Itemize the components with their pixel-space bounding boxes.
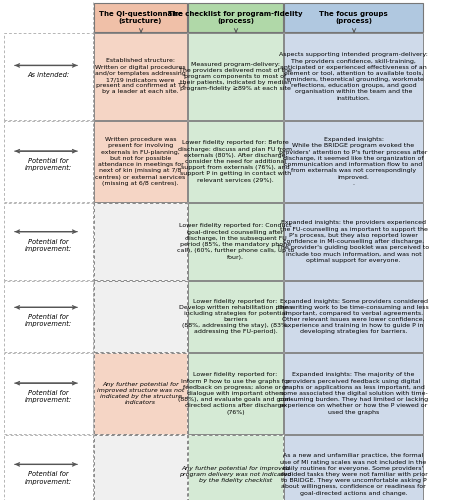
Bar — [188, 353, 283, 434]
Text: Potential for
improvement:: Potential for improvement: — [25, 390, 72, 404]
Bar — [4, 353, 93, 434]
Bar — [188, 435, 283, 500]
Text: Lower fidelity reported for: Before
discharge: discuss and plan FU from
external: Lower fidelity reported for: Before disc… — [179, 140, 293, 182]
Bar — [188, 281, 283, 352]
Bar — [94, 121, 187, 202]
Text: Lower fidelity reported for:
Develop written rehabilitation plans
including stra: Lower fidelity reported for: Develop wri… — [179, 298, 292, 334]
Text: Lower fidelity reported for:
Inform P how to use the graphs for
feedback on prog: Lower fidelity reported for: Inform P ho… — [179, 372, 293, 414]
Text: Measured program-delivery:
The providers delivered most of the
program component: Measured program-delivery: The providers… — [179, 62, 292, 92]
Text: Expanded insights: The majority of the
providers perceived feedback using digita: Expanded insights: The majority of the p… — [279, 372, 428, 414]
Bar — [284, 121, 423, 202]
Bar — [188, 121, 283, 202]
Text: Any further potential for improved
program delivery was not indicated
by the fid: Any further potential for improved progr… — [179, 466, 292, 483]
Bar — [94, 203, 187, 280]
Text: The QI-questionnaire
(structure): The QI-questionnaire (structure) — [99, 10, 183, 24]
Bar — [94, 281, 187, 352]
Bar — [284, 435, 423, 500]
Text: Aspects supporting intended program-delivery:
The providers confidence, skill-tr: Aspects supporting intended program-deli… — [279, 52, 428, 100]
Bar — [4, 33, 93, 120]
Text: Expanded insights:
While the BRIDGE program evoked the
providers' attention to P: Expanded insights: While the BRIDGE prog… — [279, 138, 428, 186]
Bar — [188, 3, 283, 32]
Bar — [188, 203, 283, 280]
Bar — [284, 281, 423, 352]
Text: Potential for
improvement:: Potential for improvement: — [25, 158, 72, 172]
Text: Written procedure was
present for involving
externals in FU-planning,
but not fo: Written procedure was present for involv… — [96, 138, 186, 186]
Text: Expanded insights: the providers experienced
the FU-counselling as important to : Expanded insights: the providers experie… — [277, 220, 430, 262]
Text: Potential for
improvement:: Potential for improvement: — [25, 472, 72, 484]
Text: Expanded insights: Some providers considered
the writing work to be time-consumi: Expanded insights: Some providers consid… — [278, 298, 429, 334]
Text: Potential for
improvement:: Potential for improvement: — [25, 238, 72, 252]
Bar — [284, 33, 423, 120]
Bar — [94, 3, 187, 32]
Bar — [94, 353, 187, 434]
Text: Any further potential for
improved structure was not
indicated by the structure
: Any further potential for improved struc… — [97, 382, 184, 406]
Bar — [4, 281, 93, 352]
Text: The focus groups
(process): The focus groups (process) — [319, 10, 388, 24]
Text: The checklist for program-fidelity
(process): The checklist for program-fidelity (proc… — [168, 10, 303, 24]
Bar — [4, 435, 93, 500]
Bar — [284, 203, 423, 280]
Bar — [4, 203, 93, 280]
Text: Potential for
improvement:: Potential for improvement: — [25, 314, 72, 328]
Bar — [4, 121, 93, 202]
Text: As a new and unfamiliar practice, the formal
use of MI rating scales was not inc: As a new and unfamiliar practice, the fo… — [280, 454, 428, 496]
Text: Lower fidelity reported for: Conduct
goal-directed counselling after
discharge, : Lower fidelity reported for: Conduct goa… — [177, 224, 294, 260]
Bar — [284, 353, 423, 434]
Bar — [94, 33, 187, 120]
Bar — [94, 435, 187, 500]
Text: Established structure:
Written or digital procedures
and/or templates addressing: Established structure: Written or digita… — [95, 58, 186, 94]
Text: As intended:: As intended: — [28, 72, 69, 78]
Bar — [188, 33, 283, 120]
Bar — [284, 3, 423, 32]
